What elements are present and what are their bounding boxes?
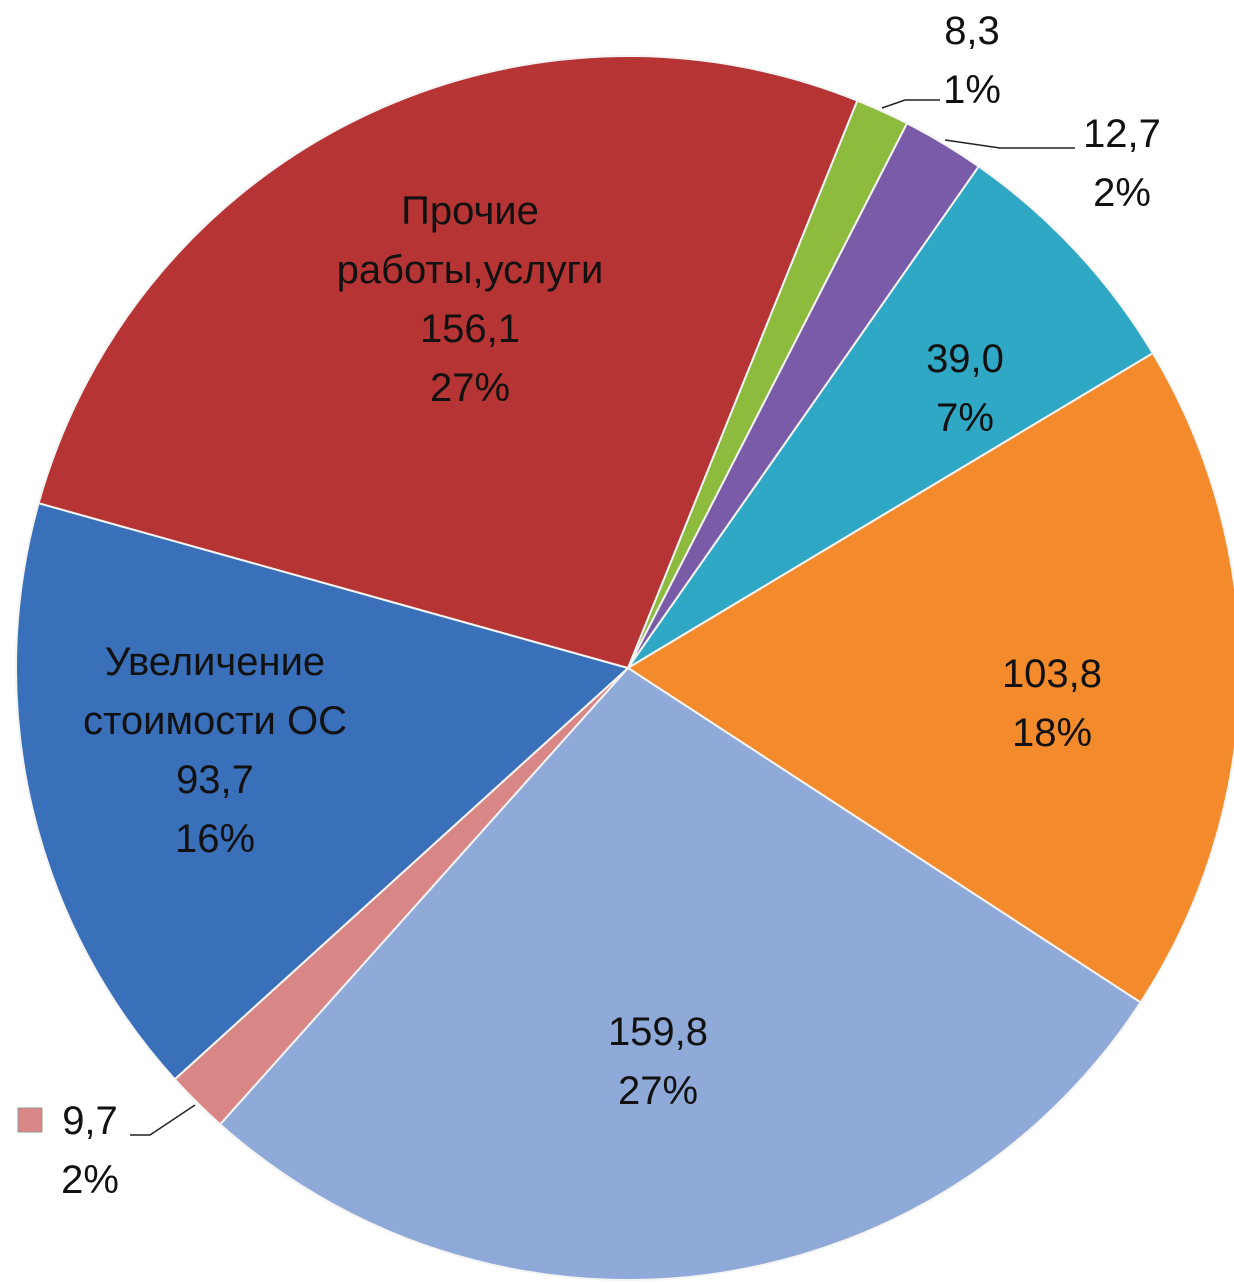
pie-slice <box>627 165 1155 669</box>
data-label: 12,7 2% <box>962 105 1234 223</box>
leader-line <box>881 99 940 109</box>
category-label: Прочие работы,услуги <box>336 189 604 292</box>
pie-slice <box>218 666 1142 1282</box>
percent-label: 27% <box>429 366 511 410</box>
leader-line <box>130 1104 196 1136</box>
value-label: 12,7 <box>1083 112 1161 156</box>
value-label: 8,3 <box>944 9 1000 53</box>
pie-slice <box>15 501 631 1081</box>
percent-label: 2% <box>61 1158 119 1202</box>
data-label: 39,0 7% <box>805 330 1125 448</box>
percent-label: 7% <box>936 396 994 440</box>
pie-slice <box>37 55 859 670</box>
data-label: Увеличение стоимости ОС 93,7 16% <box>55 633 375 869</box>
percent-label: 16% <box>174 817 256 861</box>
data-label: 103,8 18% <box>892 645 1212 763</box>
value-label: 159,8 <box>607 1010 709 1054</box>
leader-line <box>944 139 1075 149</box>
percent-label: 18% <box>1011 711 1093 755</box>
data-label: 159,8 27% <box>498 1003 818 1121</box>
percent-label: 27% <box>617 1069 699 1113</box>
value-label: 39,0 <box>926 337 1004 381</box>
percent-label: 1% <box>943 68 1001 112</box>
category-label: Увеличение стоимости ОС <box>83 640 347 743</box>
value-label: 103,8 <box>1001 652 1103 696</box>
data-label: Прочие работы,услуги 156,1 27% <box>310 182 630 418</box>
value-label: 93,7 <box>176 758 254 802</box>
value-label: 9,7 <box>62 1099 118 1143</box>
pie-slice <box>626 351 1234 1004</box>
percent-label: 2% <box>1093 171 1151 215</box>
data-label: 9,7 2% <box>0 1092 250 1210</box>
legend-key <box>17 1107 43 1133</box>
value-label: 156,1 <box>419 307 521 351</box>
data-label: 8,3 1% <box>812 2 1132 120</box>
